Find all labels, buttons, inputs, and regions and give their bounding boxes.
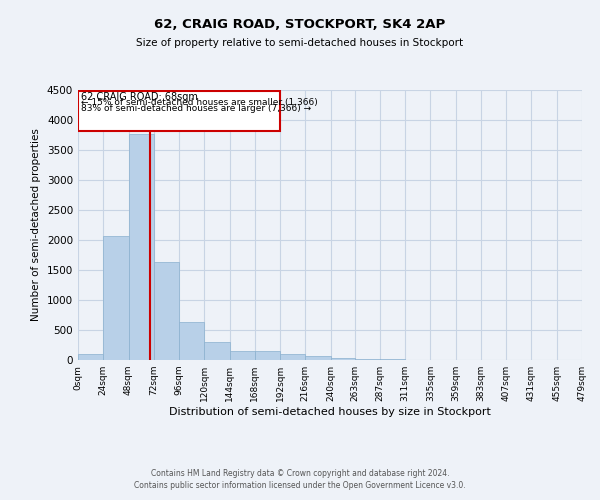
Bar	[331, 358, 355, 360]
Text: ← 15% of semi-detached houses are smaller (1,366): ← 15% of semi-detached houses are smalle…	[81, 98, 318, 107]
Bar	[355, 359, 380, 360]
Bar	[230, 350, 255, 360]
Bar	[280, 354, 305, 360]
Text: Size of property relative to semi-detached houses in Stockport: Size of property relative to semi-detach…	[136, 38, 464, 48]
Text: 62 CRAIG ROAD: 68sqm: 62 CRAIG ROAD: 68sqm	[81, 92, 198, 102]
Bar	[255, 350, 280, 360]
Text: Contains HM Land Registry data © Crown copyright and database right 2024.: Contains HM Land Registry data © Crown c…	[151, 468, 449, 477]
Bar	[128, 134, 154, 360]
Bar	[78, 91, 280, 131]
Bar	[204, 342, 230, 360]
Text: 62, CRAIG ROAD, STOCKPORT, SK4 2AP: 62, CRAIG ROAD, STOCKPORT, SK4 2AP	[154, 18, 446, 30]
Bar	[179, 322, 204, 360]
Text: Contains public sector information licensed under the Open Government Licence v3: Contains public sector information licen…	[134, 481, 466, 490]
Bar	[78, 354, 103, 360]
Bar	[305, 356, 331, 360]
Bar	[154, 262, 179, 360]
Y-axis label: Number of semi-detached properties: Number of semi-detached properties	[31, 128, 41, 322]
X-axis label: Distribution of semi-detached houses by size in Stockport: Distribution of semi-detached houses by …	[169, 407, 491, 417]
Bar	[103, 236, 128, 360]
Text: 83% of semi-detached houses are larger (7,366) →: 83% of semi-detached houses are larger (…	[81, 104, 311, 113]
